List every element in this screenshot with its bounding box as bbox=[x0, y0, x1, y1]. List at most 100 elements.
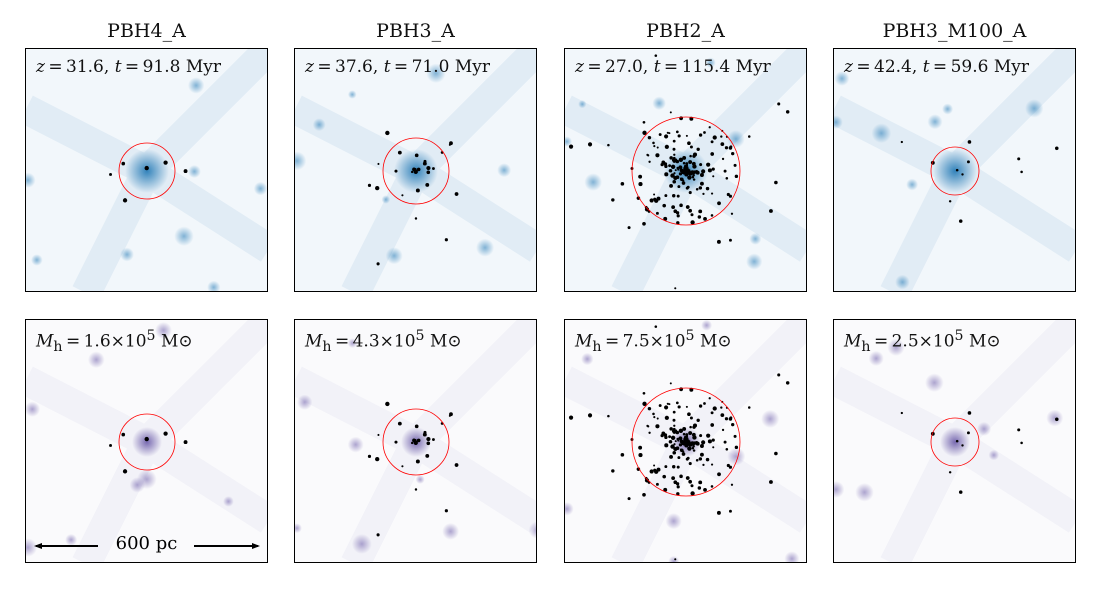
time: 91.8 bbox=[142, 57, 181, 77]
pbh-point bbox=[432, 438, 435, 441]
pbh-point bbox=[669, 382, 672, 385]
virial-radius-circle bbox=[382, 137, 450, 205]
pbh-point bbox=[444, 238, 448, 242]
pbh-point bbox=[955, 168, 959, 172]
pbh-point bbox=[653, 464, 656, 467]
pbh-point bbox=[377, 433, 380, 436]
pbh-point bbox=[642, 492, 646, 497]
pbh-point bbox=[394, 440, 398, 444]
pbh-point bbox=[674, 440, 677, 443]
pbh-point bbox=[684, 441, 687, 444]
pbh-point bbox=[706, 433, 711, 438]
pbh-point bbox=[653, 197, 657, 201]
pbh-point bbox=[375, 185, 380, 191]
pbh-point bbox=[672, 194, 676, 198]
pbh-point bbox=[699, 457, 703, 461]
pbh-point bbox=[685, 205, 690, 209]
subhalo bbox=[749, 232, 762, 245]
pbh-point bbox=[688, 171, 693, 176]
pbh-point bbox=[658, 133, 662, 137]
pbh-point bbox=[692, 154, 696, 158]
pbh-point bbox=[710, 411, 714, 415]
pbh-point bbox=[699, 163, 703, 167]
virial-radius-circle bbox=[930, 417, 980, 467]
pbh-point bbox=[672, 159, 677, 163]
subhalo bbox=[581, 352, 594, 366]
pbh-point bbox=[681, 181, 686, 185]
pbh-point bbox=[687, 412, 691, 417]
pbh-point bbox=[1020, 441, 1023, 445]
pbh-point bbox=[710, 423, 715, 427]
subhalo bbox=[174, 226, 194, 246]
pbh-point bbox=[662, 203, 667, 208]
pbh-point bbox=[729, 416, 733, 420]
pbh-point bbox=[702, 192, 705, 195]
pbh-point bbox=[677, 405, 681, 409]
pbh-point bbox=[678, 165, 683, 170]
pbh-point bbox=[653, 468, 657, 472]
mass-unit: M⊙ bbox=[160, 331, 193, 352]
mass-unit: M⊙ bbox=[968, 331, 1001, 352]
pbh-point bbox=[627, 497, 631, 501]
subhalo bbox=[129, 477, 146, 493]
pbh-point bbox=[620, 453, 625, 457]
pbh-point bbox=[675, 401, 679, 405]
pbh-point bbox=[723, 169, 727, 173]
pbh-point bbox=[707, 168, 712, 173]
redshift: 37.6 bbox=[335, 57, 373, 77]
subhalo bbox=[120, 247, 134, 262]
pbh-point bbox=[668, 439, 673, 444]
pbh-point bbox=[684, 172, 689, 177]
pbh-point bbox=[747, 135, 751, 138]
subhalo bbox=[207, 280, 221, 291]
pbh-point bbox=[448, 143, 451, 146]
pbh-point bbox=[668, 164, 672, 168]
pbh-point bbox=[685, 457, 689, 461]
pbh-point bbox=[687, 175, 691, 180]
pbh-point bbox=[1017, 157, 1021, 161]
pbh-point bbox=[426, 441, 431, 446]
pbh-point bbox=[683, 435, 688, 440]
pbh-point bbox=[716, 239, 721, 244]
pbh-point bbox=[401, 465, 404, 468]
dark-matter-panel: Mh = 2.5×105 M⊙ bbox=[833, 319, 1076, 563]
pbh-point bbox=[163, 431, 168, 436]
pbh-point bbox=[688, 479, 693, 484]
pbh-point bbox=[655, 482, 659, 486]
subhalo bbox=[26, 172, 36, 188]
pbh-point bbox=[426, 436, 431, 442]
subhalo bbox=[906, 178, 919, 191]
pbh-point bbox=[724, 417, 729, 421]
pbh-point bbox=[675, 159, 680, 164]
pbh-point bbox=[699, 434, 703, 438]
pbh-point bbox=[699, 173, 704, 177]
pbh-point bbox=[654, 54, 658, 57]
pbh-point bbox=[691, 175, 695, 179]
pbh-point bbox=[678, 172, 683, 176]
subhalo bbox=[705, 57, 716, 68]
pbh-point bbox=[607, 143, 610, 147]
subhalo bbox=[442, 522, 460, 540]
pbh-point bbox=[425, 182, 430, 187]
pbh-point bbox=[679, 448, 684, 453]
pbh-point bbox=[607, 414, 610, 418]
pbh-point bbox=[587, 142, 593, 147]
pbh-point bbox=[692, 178, 696, 181]
redshift: 27.0 bbox=[605, 57, 643, 77]
pbh-point bbox=[376, 533, 380, 537]
pbh-point bbox=[413, 440, 418, 446]
pbh-point bbox=[900, 140, 903, 144]
pbh-point bbox=[684, 170, 687, 173]
pbh-point bbox=[695, 441, 699, 445]
subhalo bbox=[295, 523, 302, 534]
pbh-point bbox=[669, 183, 673, 188]
subhalo bbox=[746, 253, 763, 270]
pbh-point bbox=[726, 192, 730, 197]
halo-mass-label: Mh = 7.5×105 M⊙ bbox=[575, 328, 732, 356]
pbh-point bbox=[367, 183, 372, 187]
pbh-point bbox=[690, 220, 695, 225]
pbh-point bbox=[646, 424, 649, 427]
pbh-point bbox=[692, 173, 695, 177]
pbh-point bbox=[642, 221, 646, 226]
pbh-point bbox=[703, 216, 707, 221]
